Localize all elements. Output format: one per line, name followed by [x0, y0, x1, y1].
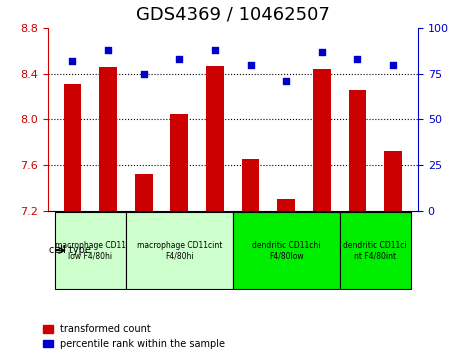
Text: cell type: cell type [49, 245, 91, 256]
Bar [135, 174, 152, 354]
FancyBboxPatch shape [233, 212, 340, 289]
Bar [206, 66, 224, 354]
Point [211, 47, 219, 53]
Bar [99, 67, 117, 354]
Text: macrophage CD11cint
F4/80hi: macrophage CD11cint F4/80hi [137, 241, 222, 260]
Point [140, 71, 147, 77]
Point [353, 57, 361, 62]
Text: dendritic CD11chi
F4/80low: dendritic CD11chi F4/80low [252, 241, 321, 260]
Point [283, 78, 290, 84]
Bar [384, 151, 402, 354]
Point [318, 49, 326, 55]
Point [247, 62, 255, 68]
FancyBboxPatch shape [55, 212, 126, 289]
Bar [349, 90, 366, 354]
Legend: transformed count, percentile rank within the sample: transformed count, percentile rank withi… [43, 324, 225, 349]
Bar [171, 114, 188, 354]
FancyBboxPatch shape [126, 212, 233, 289]
Title: GDS4369 / 10462507: GDS4369 / 10462507 [136, 6, 330, 24]
Point [68, 58, 76, 64]
Bar [64, 84, 81, 354]
Text: macrophage CD11
low F4/80hi: macrophage CD11 low F4/80hi [55, 241, 126, 260]
Bar [277, 199, 295, 354]
Bar [313, 69, 331, 354]
FancyBboxPatch shape [340, 212, 411, 289]
Point [104, 47, 112, 53]
Point [390, 62, 397, 68]
Bar [242, 159, 259, 354]
Text: dendritic CD11ci
nt F4/80int: dendritic CD11ci nt F4/80int [343, 241, 407, 260]
Point [176, 57, 183, 62]
